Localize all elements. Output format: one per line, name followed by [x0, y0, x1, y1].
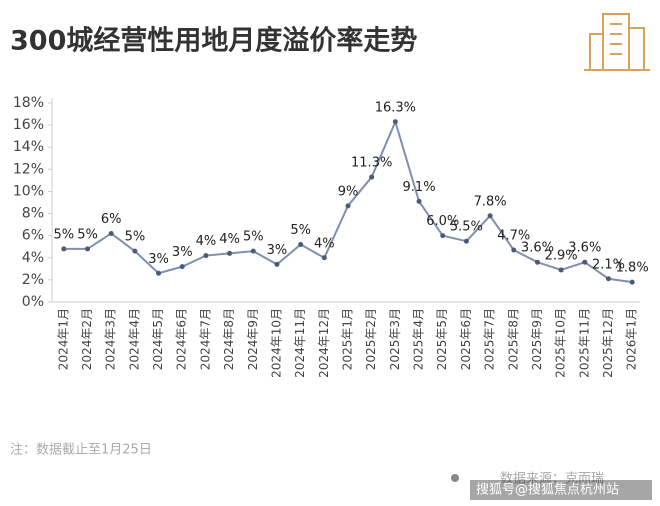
x-tick-label: 2025年7月	[483, 308, 497, 370]
marker	[345, 203, 351, 209]
x-tick-label: 2024年6月	[175, 308, 189, 370]
marker	[558, 267, 564, 273]
marker	[534, 259, 540, 265]
x-tick-label: 2024年2月	[80, 308, 94, 370]
x-tick-label: 2024年9月	[246, 308, 260, 370]
value-label: 5%	[77, 227, 98, 242]
y-tick-label: 4%	[22, 250, 44, 266]
marker	[274, 261, 280, 267]
x-tick-label: 2026年1月	[625, 308, 639, 370]
value-label: 4.7%	[497, 229, 530, 244]
watermark-bg	[470, 480, 652, 500]
value-label: 4%	[196, 234, 217, 249]
value-label: 4%	[219, 232, 240, 247]
value-label: 7.8%	[474, 194, 507, 209]
x-tick-label: 2025年6月	[459, 308, 473, 370]
watermark: 搜狐号@搜狐焦点杭州站	[476, 483, 619, 498]
y-tick-label: 18%	[13, 95, 44, 111]
footnote: 注：数据截止至1月25日	[10, 443, 152, 458]
value-label: 5.5%	[450, 220, 483, 235]
marker	[298, 242, 304, 248]
x-tick-label: 2024年8月	[222, 308, 236, 370]
y-tick-label: 16%	[13, 117, 44, 133]
value-label: 5%	[243, 230, 264, 245]
marker	[203, 253, 209, 259]
marker	[321, 255, 327, 261]
value-label: 3.6%	[521, 241, 554, 256]
value-label: 6%	[101, 212, 122, 227]
x-tick-label: 2024年5月	[151, 308, 165, 370]
marker	[440, 233, 446, 239]
x-tick-label: 2025年5月	[435, 308, 449, 370]
x-tick-label: 2024年12月	[317, 308, 331, 378]
value-label: 4%	[314, 236, 335, 251]
source-bullet	[451, 474, 459, 482]
value-label: 2.9%	[545, 248, 578, 263]
x-tick-label: 2025年4月	[412, 308, 426, 370]
value-label: 6.0%	[426, 214, 459, 229]
marker	[179, 264, 185, 270]
x-tick-label: 2024年1月	[56, 308, 70, 370]
y-tick-label: 0%	[22, 294, 44, 310]
value-label: 3%	[172, 245, 193, 260]
value-label: 2.1%	[592, 257, 625, 272]
marker	[250, 248, 256, 254]
y-tick-label: 2%	[22, 272, 44, 288]
building-icon	[584, 13, 650, 71]
marker	[156, 270, 162, 276]
value-label: 5%	[290, 223, 311, 238]
source: 数据来源：克而瑞	[500, 472, 604, 487]
x-tick-label: 2024年11月	[293, 308, 307, 378]
marker	[605, 276, 611, 282]
value-label: 9.1%	[403, 180, 436, 195]
chart-title: 300城经营性用地月度溢价率走势	[10, 25, 417, 57]
x-tick-label: 2024年10月	[269, 308, 283, 378]
marker	[132, 248, 138, 254]
marker	[85, 246, 91, 252]
marker	[227, 250, 233, 256]
marker	[108, 230, 114, 236]
value-label: 3.6%	[568, 241, 601, 256]
value-label: 16.3%	[375, 100, 416, 115]
x-tick-label: 2024年3月	[104, 308, 118, 370]
marker	[629, 279, 635, 285]
value-label: 11.3%	[351, 156, 392, 171]
y-tick-label: 14%	[13, 139, 44, 155]
y-tick-label: 12%	[13, 161, 44, 177]
x-tick-label: 2025年3月	[388, 308, 402, 370]
x-tick-label: 2025年1月	[341, 308, 355, 370]
y-tick-label: 6%	[22, 228, 44, 244]
value-label: 3%	[267, 243, 288, 258]
marker	[487, 213, 493, 219]
value-label: 5%	[54, 227, 75, 242]
x-tick-label: 2025年8月	[506, 308, 520, 370]
marker	[369, 174, 375, 180]
value-label: 3%	[148, 252, 169, 267]
marker	[582, 259, 588, 265]
y-tick-label: 10%	[13, 183, 44, 199]
value-label: 9%	[338, 184, 359, 199]
x-tick-label: 2024年7月	[198, 308, 212, 370]
x-tick-label: 2025年2月	[364, 308, 378, 370]
x-tick-label: 2025年12月	[601, 308, 615, 378]
marker	[463, 238, 469, 244]
marker	[392, 119, 398, 125]
x-tick-label: 2024年4月	[127, 308, 141, 370]
marker	[416, 198, 422, 204]
marker	[511, 247, 517, 253]
x-tick-label: 2025年11月	[577, 308, 591, 378]
value-label: 1.8%	[616, 261, 649, 276]
x-tick-label: 2025年10月	[554, 308, 568, 378]
y-tick-label: 8%	[22, 206, 44, 222]
value-label: 5%	[125, 230, 146, 245]
marker	[61, 246, 67, 252]
x-tick-label: 2025年9月	[530, 308, 544, 370]
